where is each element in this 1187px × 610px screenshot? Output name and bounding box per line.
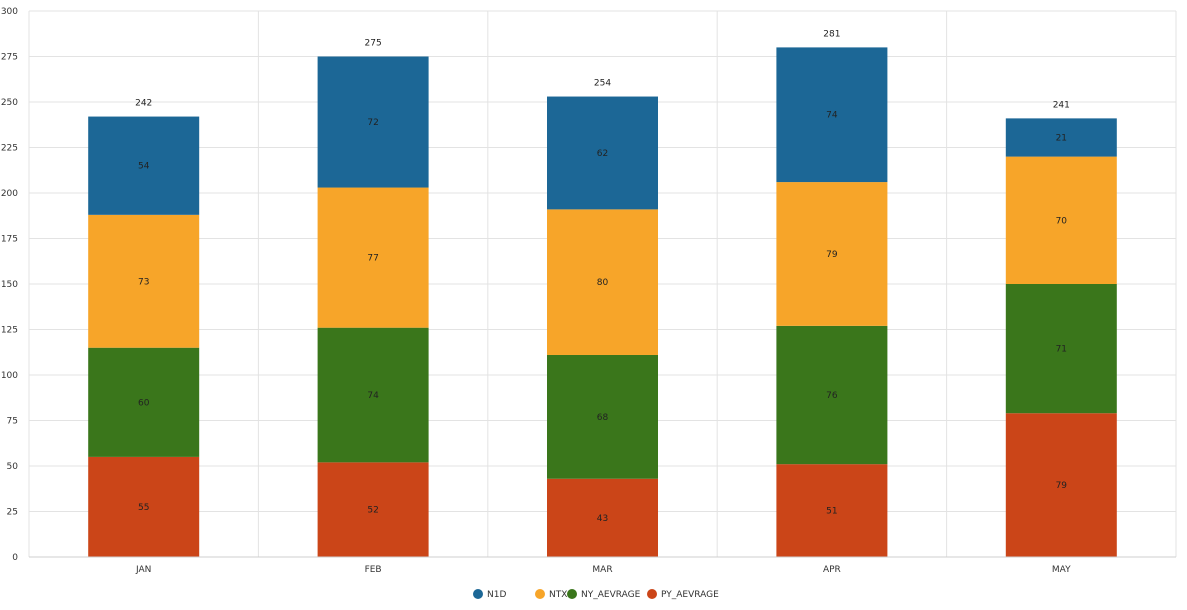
data-label: 73	[138, 277, 149, 287]
data-label: 52	[367, 506, 378, 516]
data-label: 51	[826, 507, 837, 517]
bar-segment-py-aevrage-apr[interactable]	[776, 464, 888, 557]
data-label: 70	[1056, 216, 1068, 226]
y-tick-label: 75	[7, 417, 18, 427]
y-tick-label: 225	[1, 144, 18, 154]
data-label: 76	[826, 391, 838, 401]
total-label: 254	[594, 79, 611, 89]
legend: N1D NTX NY_AEVRAGE PY_AEVRAGE	[473, 589, 719, 600]
data-label: 60	[138, 398, 150, 408]
data-label: 74	[367, 391, 379, 401]
bar-segment-n1d-apr[interactable]	[776, 47, 888, 183]
x-tick-label: JAN	[135, 565, 151, 575]
bar-segment-n1d-jan[interactable]	[88, 116, 200, 215]
data-label: 71	[1056, 345, 1067, 355]
data-label: 55	[138, 503, 149, 513]
bar-segment-ny-aevrage-feb[interactable]	[317, 327, 429, 463]
y-tick-label: 250	[1, 98, 18, 108]
y-tick-label: 25	[7, 508, 18, 518]
data-label: 54	[138, 162, 150, 172]
legend-item-n1d[interactable]: N1D	[473, 589, 506, 600]
y-tick-label: 300	[1, 7, 18, 17]
data-label: 79	[826, 250, 838, 260]
y-tick-label: 275	[1, 53, 18, 63]
bar-segment-py-aevrage-feb[interactable]	[317, 462, 429, 557]
y-tick-label: 50	[7, 462, 19, 472]
labels-layer: 55 60 73 54 242 52 74 77 72 275 43 68 80 62 254 51 76 79 7…	[135, 29, 1070, 523]
y-tick-label: 125	[1, 326, 18, 336]
legend-label: PY_AEVRAGE	[661, 590, 719, 600]
bar-segment-ntx-mar[interactable]	[547, 209, 658, 355]
bar-segment-py-aevrage-may[interactable]	[1005, 413, 1117, 557]
x-tick-label: APR	[823, 565, 841, 575]
data-label: 43	[597, 514, 608, 524]
x-tick-label: MAR	[592, 565, 612, 575]
x-tick-label: MAY	[1052, 565, 1071, 575]
legend-marker	[473, 589, 483, 599]
y-tick-label: 100	[1, 371, 18, 381]
bars-layer	[88, 47, 1117, 557]
total-label: 242	[135, 99, 152, 109]
bar-segment-ntx-jan[interactable]	[88, 214, 200, 348]
y-tick-label: 150	[1, 280, 18, 290]
bar-segment-n1d-may[interactable]	[1005, 118, 1117, 157]
data-label: 77	[367, 254, 378, 264]
bar-segment-py-aevrage-mar[interactable]	[547, 478, 658, 557]
legend-marker	[567, 589, 577, 599]
bar-segment-ny-aevrage-apr[interactable]	[776, 325, 888, 465]
legend-item-ny-aevrage[interactable]: NY_AEVRAGE	[567, 589, 641, 600]
bar-segment-ny-aevrage-jan[interactable]	[88, 347, 200, 457]
y-tick-label: 175	[1, 235, 18, 245]
bar-segment-ny-aevrage-may[interactable]	[1005, 284, 1117, 414]
legend-marker	[535, 589, 545, 599]
axis-layer: 0 25 50 75 100 125 150 175 200 225 250 275 300 JAN FEB…	[1, 7, 1176, 575]
bar-segment-ntx-may[interactable]	[1005, 156, 1117, 284]
bar-segment-ntx-feb[interactable]	[317, 187, 429, 328]
y-tick-label: 0	[12, 553, 18, 563]
data-label: 74	[826, 111, 838, 121]
x-tick-label: FEB	[365, 565, 382, 575]
bar-segment-py-aevrage-jan[interactable]	[88, 456, 200, 557]
total-label: 241	[1053, 100, 1070, 110]
legend-label: NY_AEVRAGE	[581, 590, 641, 600]
bar-segment-n1d-feb[interactable]	[317, 56, 429, 188]
bar-segment-ny-aevrage-mar[interactable]	[547, 354, 658, 479]
data-label: 80	[597, 278, 609, 288]
data-label: 21	[1056, 133, 1067, 143]
legend-label: N1D	[487, 590, 506, 600]
legend-marker	[647, 589, 657, 599]
legend-item-py-aevrage[interactable]: PY_AEVRAGE	[647, 589, 719, 600]
data-label: 68	[597, 413, 609, 423]
bar-segment-n1d-mar[interactable]	[547, 96, 658, 210]
legend-label: NTX	[549, 590, 567, 600]
total-label: 275	[365, 39, 382, 49]
bar-segment-ntx-apr[interactable]	[776, 182, 888, 326]
y-tick-label: 200	[1, 189, 18, 199]
data-label: 79	[1056, 481, 1068, 491]
legend-item-ntx[interactable]: NTX	[535, 589, 567, 600]
data-label: 72	[367, 118, 378, 128]
data-label: 62	[597, 149, 608, 159]
total-label: 281	[823, 29, 840, 39]
